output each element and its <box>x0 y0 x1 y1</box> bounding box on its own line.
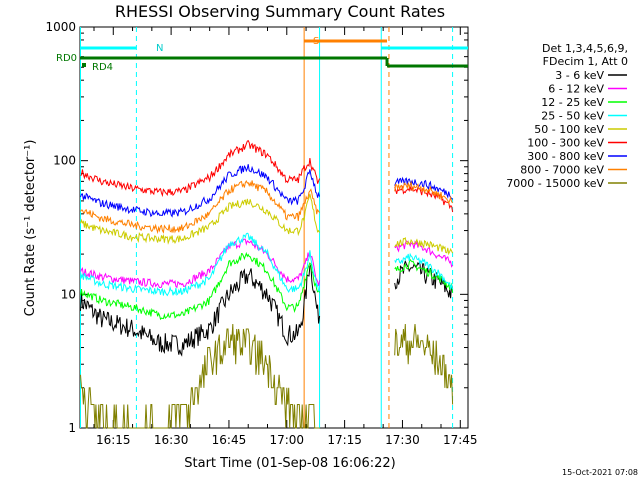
n-label: N <box>156 43 163 54</box>
series-line <box>80 323 320 429</box>
series-line <box>394 323 454 405</box>
footer-date: 15-Oct-2021 07:08 <box>562 468 638 477</box>
series-line <box>394 180 454 205</box>
x-tick-label: 17:15 <box>327 433 362 447</box>
series-line <box>80 263 321 357</box>
x-tick-label: 17:45 <box>443 433 478 447</box>
y-axis: 1 10 100 1000 <box>45 20 468 435</box>
x-tick-label: 16:15 <box>96 433 131 447</box>
legend-label: 50 - 100 keV <box>534 123 604 136</box>
x-axis: 16:15 16:30 16:45 17:00 17:15 17:30 17:45 <box>93 27 478 447</box>
series-line <box>80 251 320 321</box>
x-tick-label: 17:00 <box>269 433 304 447</box>
rd4-label: RD4 <box>92 62 113 73</box>
legend-label: 25 - 50 keV <box>541 110 604 123</box>
y-tick-label: 1 <box>68 421 76 435</box>
legend-header-line-2: FDecim 1, Att 0 <box>543 55 628 68</box>
legend-label: 7000 - 15000 keV <box>506 177 604 190</box>
legend-label: 100 - 300 keV <box>527 137 604 150</box>
y-tick-label: 10 <box>61 287 76 301</box>
y-axis-label: Count Rate (s⁻¹ detector⁻¹) <box>23 140 38 317</box>
legend-label: 3 - 6 keV <box>555 69 604 82</box>
series-line <box>80 164 321 218</box>
legend-label: 800 - 7000 keV <box>520 164 604 177</box>
x-tick-label: 16:30 <box>154 433 189 447</box>
series-line <box>394 252 454 290</box>
legend-label: 12 - 25 keV <box>541 96 604 109</box>
legend-label: 6 - 12 keV <box>548 83 604 96</box>
series-line <box>80 139 321 198</box>
series-group <box>80 139 454 429</box>
x-tick-label: 16:45 <box>212 433 247 447</box>
series-line <box>394 237 454 256</box>
state-bars: RD0 RD4 N S <box>56 36 468 73</box>
rd4-marker <box>82 63 86 67</box>
y-tick-label: 100 <box>53 154 76 168</box>
series-line <box>80 193 321 245</box>
plot-frame <box>79 26 469 429</box>
series-line <box>80 232 320 297</box>
legend: Det 1,3,4,5,6,9, FDecim 1, Att 0 3 - 6 k… <box>506 42 628 190</box>
y-tick-label: 1000 <box>45 20 76 34</box>
series-line <box>80 238 321 289</box>
legend-header-line-1: Det 1,3,4,5,6,9, <box>542 42 628 55</box>
rd0-label: RD0 <box>56 53 77 64</box>
series-line <box>80 179 320 235</box>
series-line <box>394 240 453 268</box>
chart-title: RHESSI Observing Summary Count Rates <box>115 2 445 21</box>
s-label: S <box>313 36 319 47</box>
legend-label: 300 - 800 keV <box>527 150 604 163</box>
x-tick-label: 17:30 <box>385 433 420 447</box>
series-line <box>394 259 454 299</box>
x-axis-label: Start Time (01-Sep-08 16:06:22) <box>184 456 395 471</box>
